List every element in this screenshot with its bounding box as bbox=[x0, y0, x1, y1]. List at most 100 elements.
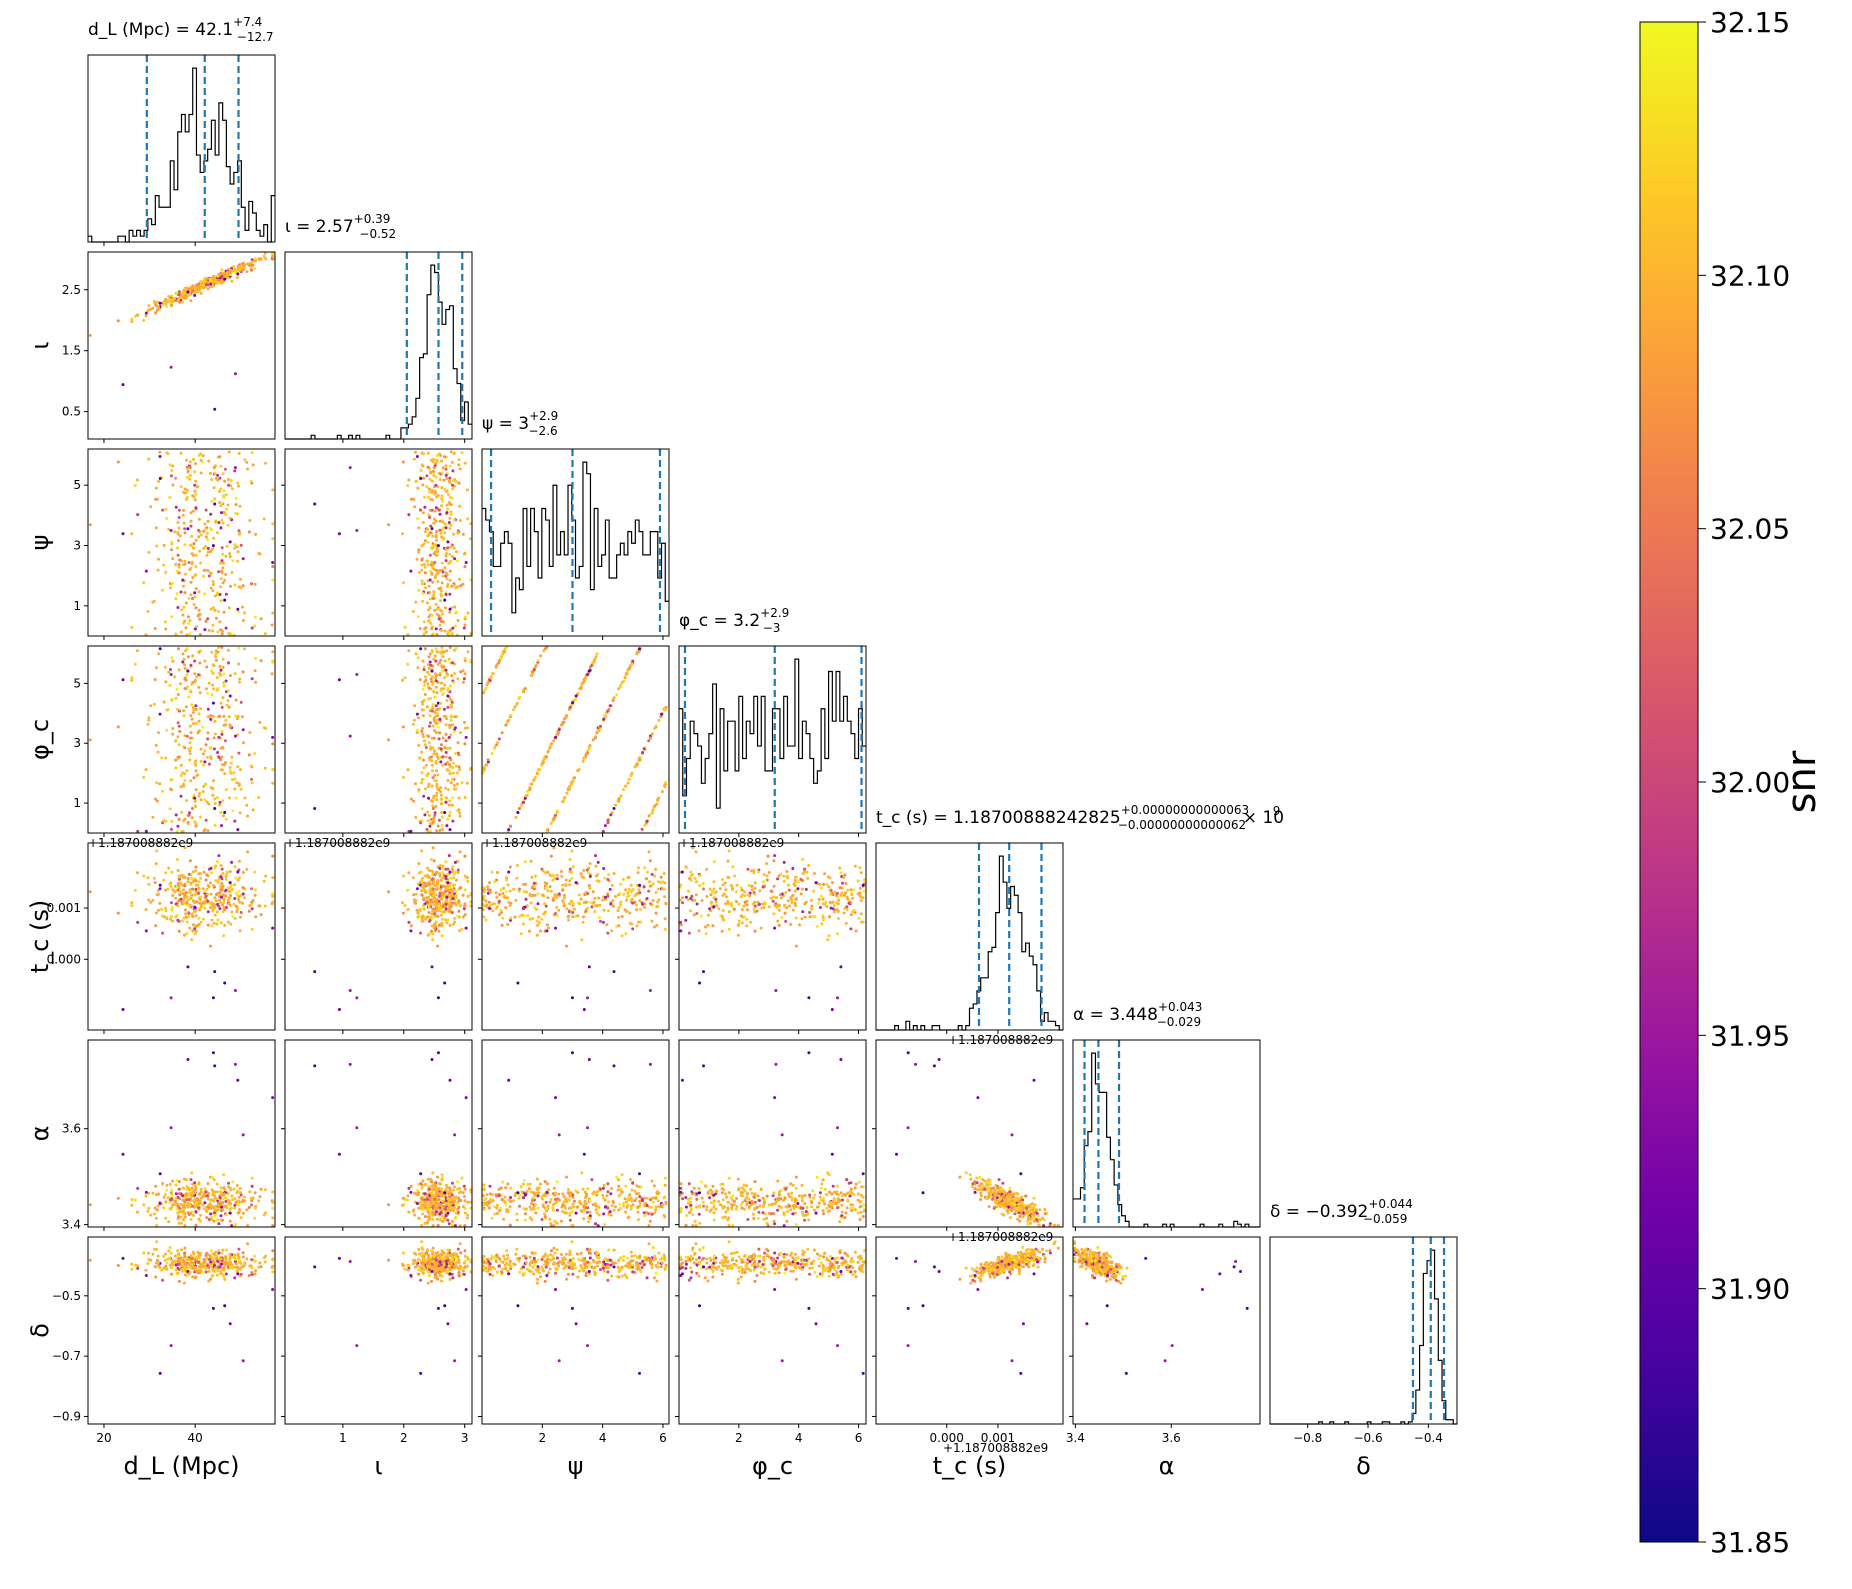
scatter-point bbox=[203, 828, 207, 831]
scatter-point bbox=[194, 769, 198, 773]
scatter-point bbox=[262, 517, 266, 521]
scatter-point bbox=[426, 866, 429, 870]
scatter-point bbox=[434, 685, 438, 689]
scatter-point bbox=[402, 775, 406, 779]
scatter-point bbox=[223, 479, 227, 483]
scatter-point bbox=[441, 917, 445, 921]
scatter-point bbox=[241, 901, 244, 905]
scatter-point bbox=[435, 769, 438, 773]
scatter-point bbox=[431, 769, 434, 773]
scatter-point bbox=[440, 815, 444, 819]
scatter-point bbox=[423, 1221, 427, 1225]
scatter-point bbox=[562, 717, 566, 721]
scatter-point bbox=[444, 526, 448, 530]
scatter-point bbox=[549, 822, 553, 825]
scatter-point bbox=[213, 896, 217, 900]
scatter-point bbox=[501, 916, 505, 920]
scatter-point bbox=[447, 908, 451, 912]
scatter-point bbox=[88, 523, 92, 527]
scatter-point bbox=[220, 755, 224, 759]
scatter-point bbox=[167, 295, 171, 298]
scatter-point bbox=[449, 902, 453, 906]
scatter-point bbox=[253, 657, 257, 660]
scatter-point bbox=[444, 668, 448, 672]
scatter-point bbox=[243, 647, 246, 651]
scatter-point bbox=[189, 593, 193, 597]
scatter-point bbox=[779, 893, 783, 897]
scatter-point bbox=[641, 751, 645, 754]
scatter-point bbox=[220, 1205, 223, 1209]
scatter-point bbox=[183, 663, 186, 667]
scatter-point bbox=[182, 621, 186, 625]
scatter-point bbox=[611, 898, 615, 902]
scatter-point bbox=[180, 829, 184, 833]
scatter-point bbox=[617, 915, 621, 919]
scatter-point bbox=[241, 1211, 245, 1215]
scatter-point bbox=[441, 763, 445, 767]
scatter-point bbox=[221, 696, 225, 700]
scatter-point bbox=[183, 562, 187, 566]
scatter-point bbox=[153, 678, 157, 682]
scatter-point bbox=[532, 885, 536, 889]
scatter-point bbox=[201, 752, 205, 756]
scatter-point bbox=[431, 804, 435, 808]
scatter-point bbox=[787, 888, 791, 892]
scatter-point bbox=[170, 697, 174, 701]
scatter-point bbox=[196, 614, 200, 618]
scatter-point bbox=[429, 885, 433, 889]
scatter-point bbox=[224, 554, 228, 558]
scatter-point bbox=[429, 1178, 433, 1182]
scatter-point bbox=[190, 703, 194, 707]
scatter-point bbox=[234, 496, 238, 500]
scatter-point bbox=[233, 372, 237, 376]
scatter-point bbox=[177, 1187, 181, 1191]
scatter-point bbox=[440, 923, 444, 927]
scatter-point bbox=[188, 293, 192, 297]
scatter-point bbox=[176, 606, 180, 609]
scatter-point bbox=[753, 929, 757, 933]
scatter-point bbox=[169, 778, 173, 782]
scatter-point bbox=[188, 891, 192, 894]
scatter-point bbox=[253, 1216, 257, 1220]
scatter-point bbox=[448, 569, 452, 573]
scatter-point bbox=[660, 887, 664, 891]
scatter-point bbox=[226, 1192, 230, 1196]
scatter-point bbox=[737, 902, 741, 906]
panel-tc-vs-phic: +1.187008882e9 bbox=[675, 836, 867, 1034]
scatter-point bbox=[849, 913, 853, 917]
scatter-point bbox=[821, 897, 825, 901]
scatter-point bbox=[845, 907, 849, 911]
scatter-point bbox=[183, 908, 187, 912]
scatter-point bbox=[147, 718, 151, 722]
scatter-point bbox=[789, 896, 793, 900]
scatter-point bbox=[426, 785, 430, 789]
scatter-point bbox=[171, 483, 175, 487]
scatter-point bbox=[221, 799, 225, 803]
scatter-point bbox=[223, 277, 227, 281]
scatter-point bbox=[616, 799, 620, 803]
scatter-point bbox=[238, 1200, 242, 1204]
scatter-point bbox=[790, 901, 794, 904]
scatter-point bbox=[837, 909, 840, 913]
scatter-point bbox=[679, 920, 683, 924]
scatter-point bbox=[206, 283, 210, 287]
scatter-point bbox=[149, 505, 153, 509]
scatter-point bbox=[348, 466, 352, 470]
scatter-point bbox=[238, 269, 241, 272]
scatter-point bbox=[460, 451, 464, 455]
scatter-point bbox=[428, 824, 432, 828]
scatter-point bbox=[194, 1184, 198, 1188]
scatter-point bbox=[197, 719, 201, 723]
scatter-point bbox=[203, 1207, 207, 1211]
scatter-point bbox=[426, 810, 429, 814]
scatter-point bbox=[403, 1198, 407, 1201]
scatter-point bbox=[420, 1223, 424, 1227]
scatter-point bbox=[587, 669, 591, 673]
scatter-point bbox=[443, 606, 447, 610]
scatter-point bbox=[430, 755, 433, 759]
scatter-point bbox=[88, 890, 92, 894]
scatter-point bbox=[427, 584, 431, 588]
scatter-point bbox=[446, 1197, 450, 1201]
